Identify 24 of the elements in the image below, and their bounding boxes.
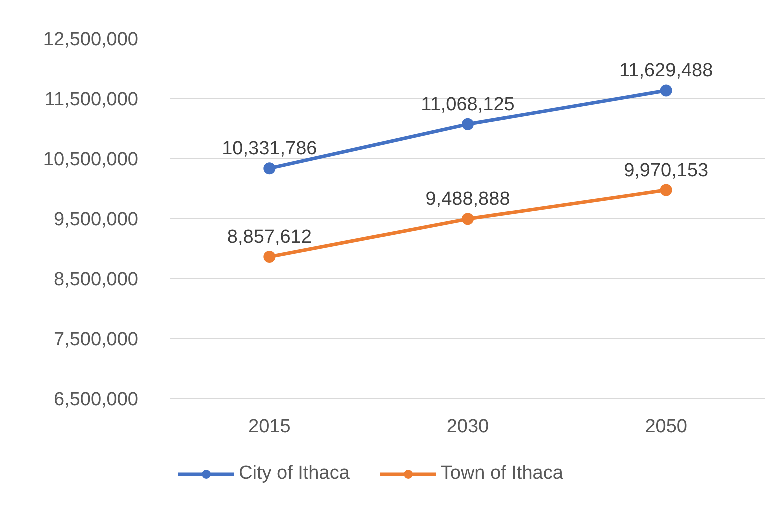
legend-label: Town of Ithaca [440,463,564,485]
y-tick-label: 7,500,000 [54,330,139,350]
point [264,251,276,264]
point [462,118,474,130]
y-tick-label: 6,500,000 [54,390,139,410]
y-tick-label: 11,500,000 [44,90,139,110]
point [462,213,474,226]
legend-label: City of Ithaca [239,463,350,485]
y-tick-label: 12,500,000 [43,30,138,50]
x-tick-label: 2015 [248,416,291,438]
data-label: 11,629,488 [619,60,714,82]
point [660,84,672,97]
data-label: 11,068,125 [421,94,515,116]
data-label: 9,488,888 [426,189,510,210]
y-tick-label: 10,500,000 [43,150,138,170]
y-tick-label: 9,500,000 [54,210,139,230]
y-tick-label: 8,500,000 [54,270,139,290]
point [660,184,672,196]
x-tick-label: 2050 [645,416,688,438]
x-tick-label: 2030 [446,416,490,438]
data-label: 8,857,612 [227,227,312,248]
data-label: 9,970,153 [624,160,709,182]
point [264,162,276,175]
data-label: 10,331,786 [222,138,318,160]
